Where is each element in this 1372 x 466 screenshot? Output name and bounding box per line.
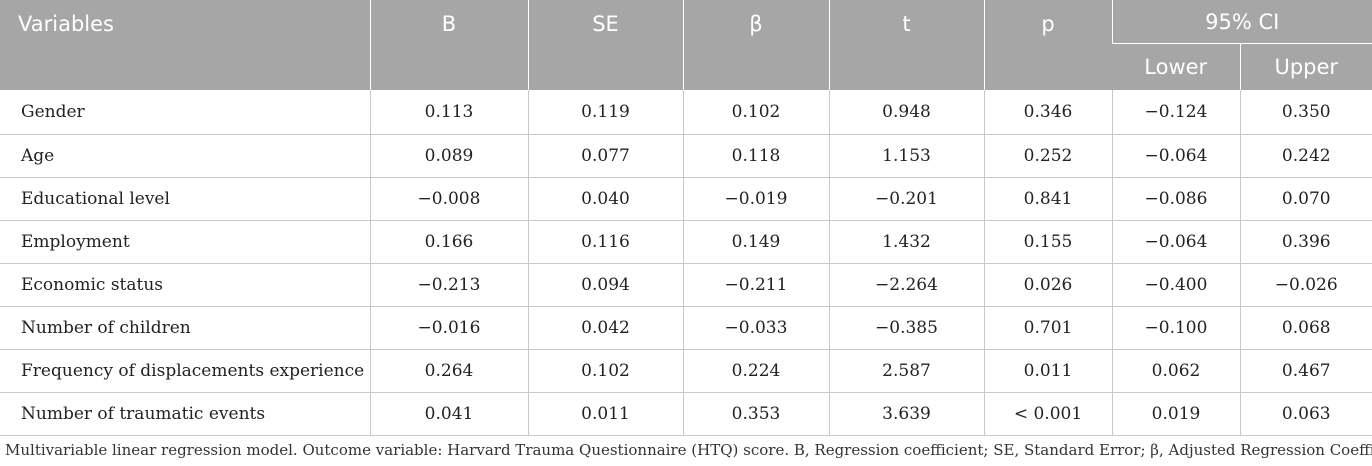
cell-variable: Employment xyxy=(0,220,371,264)
cell-variable: Gender xyxy=(0,90,371,135)
header-lower: Lower xyxy=(1112,43,1240,90)
cell-variable: Frequency of displacements experience xyxy=(0,349,371,393)
cell-beta: 0.353 xyxy=(683,392,830,436)
cell-p: < 0.001 xyxy=(984,392,1113,436)
cell-p: 0.346 xyxy=(984,90,1113,135)
cell-p: 0.026 xyxy=(984,263,1113,307)
cell-p: 0.841 xyxy=(984,177,1113,221)
cell-upper: 0.350 xyxy=(1240,90,1372,135)
cell-b: 0.089 xyxy=(370,134,529,178)
table-row: Number of traumatic events 0.041 0.011 0.35… xyxy=(0,392,1372,436)
cell-t: 1.153 xyxy=(829,134,985,178)
cell-p: 0.155 xyxy=(984,220,1113,264)
cell-p: 0.011 xyxy=(984,349,1113,393)
cell-upper: 0.068 xyxy=(1240,306,1372,350)
table-row: Gender 0.113 0.119 0.102 0.948 0.346 −0.124 0.3… xyxy=(0,90,1372,135)
cell-se: 0.040 xyxy=(528,177,684,221)
cell-lower: 0.062 xyxy=(1112,349,1241,393)
cell-lower: −0.064 xyxy=(1112,220,1241,264)
header-se: SE xyxy=(527,0,683,90)
cell-upper: −0.026 xyxy=(1240,263,1372,307)
cell-se: 0.116 xyxy=(528,220,684,264)
table-body: Gender 0.113 0.119 0.102 0.948 0.346 −0.124 0.3… xyxy=(0,90,1372,436)
cell-beta: −0.211 xyxy=(683,263,830,307)
cell-se: 0.011 xyxy=(528,392,684,436)
header-beta: β xyxy=(682,0,829,90)
header-t: t xyxy=(828,0,984,90)
regression-table: Variables B SE β t p 95% CI Lower Upper … xyxy=(0,0,1372,436)
cell-t: 2.587 xyxy=(829,349,985,393)
header-variables: Variables xyxy=(0,0,370,90)
cell-b: −0.213 xyxy=(370,263,529,307)
cell-beta: −0.033 xyxy=(683,306,830,350)
cell-upper: 0.070 xyxy=(1240,177,1372,221)
cell-beta: 0.149 xyxy=(683,220,830,264)
cell-p: 0.701 xyxy=(984,306,1113,350)
cell-t: 0.948 xyxy=(829,90,985,135)
cell-se: 0.042 xyxy=(528,306,684,350)
table-footnote: Multivariable linear regression model. O… xyxy=(5,441,1372,459)
header-b: B xyxy=(369,0,528,90)
cell-se: 0.094 xyxy=(528,263,684,307)
cell-variable: Number of traumatic events xyxy=(0,392,371,436)
cell-beta: 0.102 xyxy=(683,90,830,135)
cell-t: 3.639 xyxy=(829,392,985,436)
cell-lower: 0.019 xyxy=(1112,392,1241,436)
cell-beta: 0.118 xyxy=(683,134,830,178)
cell-lower: −0.064 xyxy=(1112,134,1241,178)
cell-variable: Age xyxy=(0,134,371,178)
cell-upper: 0.467 xyxy=(1240,349,1372,393)
table-row: Economic status −0.213 0.094 −0.211 −2.264 0.… xyxy=(0,263,1372,307)
table-row: Employment 0.166 0.116 0.149 1.432 0.155 −0.06… xyxy=(0,220,1372,264)
cell-beta: −0.019 xyxy=(683,177,830,221)
cell-b: −0.016 xyxy=(370,306,529,350)
cell-upper: 0.063 xyxy=(1240,392,1372,436)
header-p: p xyxy=(983,0,1112,90)
table-row: Frequency of displacements experience 0.2… xyxy=(0,349,1372,393)
cell-variable: Economic status xyxy=(0,263,371,307)
cell-lower: −0.124 xyxy=(1112,90,1241,135)
cell-b: 0.041 xyxy=(370,392,529,436)
cell-b: 0.113 xyxy=(370,90,529,135)
cell-lower: −0.100 xyxy=(1112,306,1241,350)
cell-lower: −0.400 xyxy=(1112,263,1241,307)
table-row: Age 0.089 0.077 0.118 1.153 0.252 −0.064 0.242 xyxy=(0,134,1372,178)
cell-t: 1.432 xyxy=(829,220,985,264)
cell-se: 0.102 xyxy=(528,349,684,393)
cell-b: 0.166 xyxy=(370,220,529,264)
cell-upper: 0.396 xyxy=(1240,220,1372,264)
table-row: Number of children −0.016 0.042 −0.033 −0.38… xyxy=(0,306,1372,350)
table-row: Educational level −0.008 0.040 −0.019 −0.201… xyxy=(0,177,1372,221)
cell-b: 0.264 xyxy=(370,349,529,393)
cell-t: −0.385 xyxy=(829,306,985,350)
cell-se: 0.077 xyxy=(528,134,684,178)
cell-t: −0.201 xyxy=(829,177,985,221)
cell-t: −2.264 xyxy=(829,263,985,307)
header-upper: Upper xyxy=(1239,43,1372,90)
cell-upper: 0.242 xyxy=(1240,134,1372,178)
cell-se: 0.119 xyxy=(528,90,684,135)
cell-variable: Number of children xyxy=(0,306,371,350)
table-header: Variables B SE β t p 95% CI Lower Upper xyxy=(0,0,1372,90)
cell-lower: −0.086 xyxy=(1112,177,1241,221)
cell-variable: Educational level xyxy=(0,177,371,221)
cell-beta: 0.224 xyxy=(683,349,830,393)
header-95-ci: 95% CI xyxy=(1111,0,1372,44)
cell-p: 0.252 xyxy=(984,134,1113,178)
cell-b: −0.008 xyxy=(370,177,529,221)
